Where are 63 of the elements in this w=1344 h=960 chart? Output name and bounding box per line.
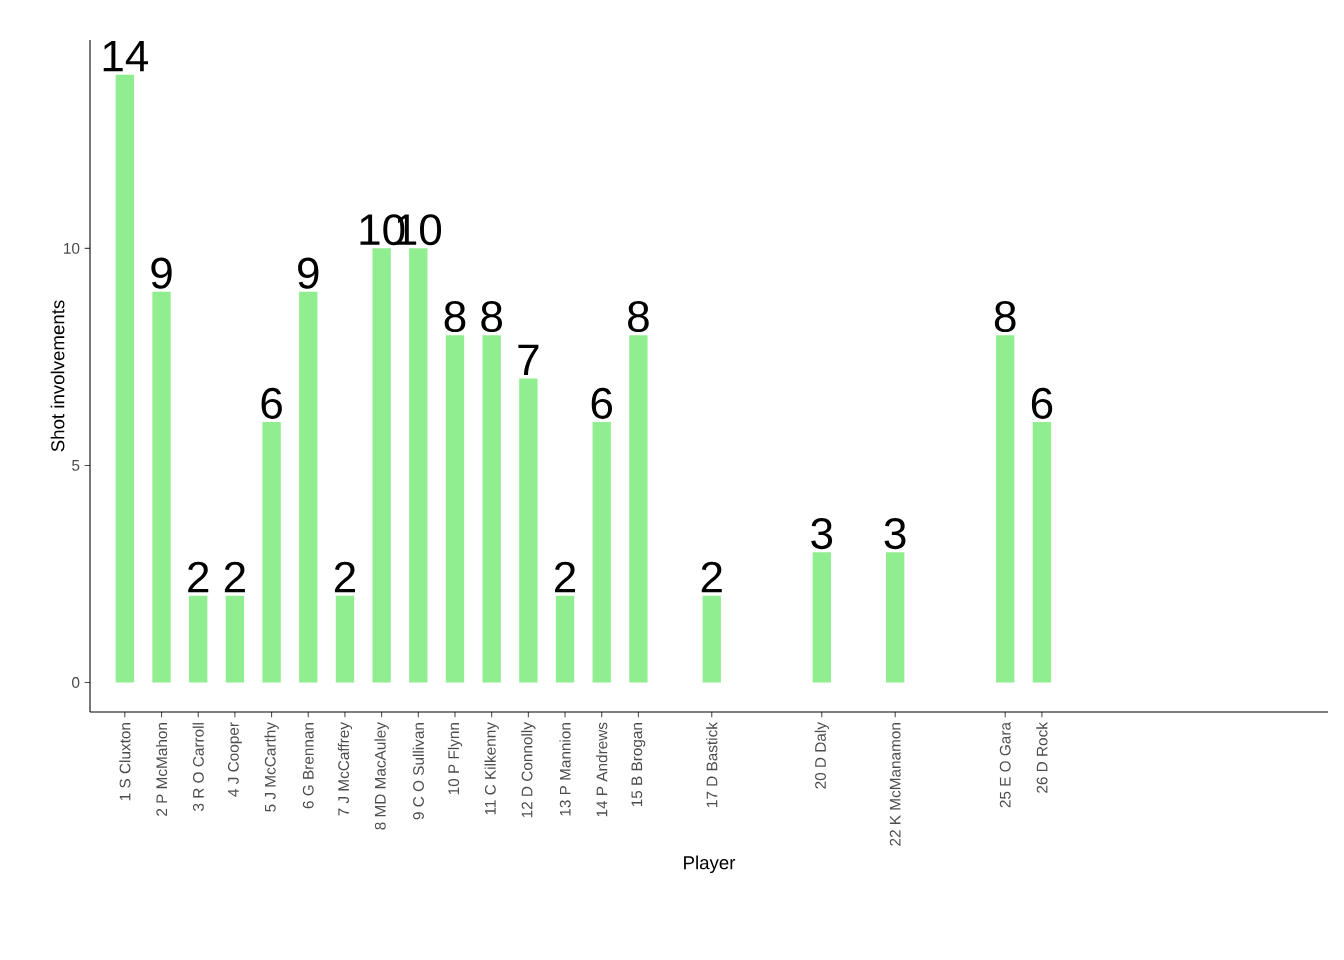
bar (482, 335, 501, 683)
x-tick-label: 25 E O Gara (999, 722, 1011, 808)
data-label: 2 (224, 561, 245, 593)
bar (115, 74, 135, 683)
x-tick-label: 7 J McCaffrey (337, 722, 353, 816)
bar (1032, 422, 1052, 683)
x-tick-label: 5 J McCarthy (264, 722, 279, 812)
x-tick-label: 22 K McManamon (889, 723, 901, 846)
data-label: 8 (444, 300, 466, 333)
x-tick-label: 9 C O Sullivan (412, 723, 424, 820)
data-label: 9 (298, 257, 319, 289)
data-label: 2 (334, 561, 355, 593)
bar (372, 248, 391, 683)
x-tick-label: 12 D Connolly (521, 722, 536, 818)
data-label: 8 (481, 300, 502, 333)
bar (812, 552, 831, 683)
x-tick-label: 20 D Daly (814, 722, 829, 789)
data-label: 8 (994, 300, 1016, 333)
bar (592, 422, 611, 683)
data-label: 6 (261, 387, 282, 419)
y-tick-label: 5 (72, 460, 80, 471)
x-tick-label: 1 S Cluxton (119, 723, 131, 801)
x-tick-label: 11 C Kilkenny (484, 722, 499, 815)
bar (886, 552, 905, 683)
bar (262, 422, 281, 683)
x-axis-title: Player (684, 855, 736, 874)
bar (225, 595, 245, 683)
bar (299, 291, 318, 683)
bar (335, 595, 355, 683)
data-label: 2 (701, 561, 722, 593)
data-label: 6 (591, 387, 613, 419)
data-label: 2 (188, 561, 209, 593)
x-tick-label: 3 R O Carroll (192, 723, 204, 811)
bar (702, 595, 721, 683)
data-label: 3 (884, 518, 906, 550)
data-label: 2 (555, 561, 576, 593)
data-label: 7 (518, 344, 539, 376)
y-tick-label: 10 (64, 242, 80, 254)
bar (409, 248, 428, 683)
x-tick-label: 14 P Andrews (596, 722, 608, 817)
x-tick-label: 26 D Rock (1036, 722, 1048, 793)
data-label: 9 (151, 257, 172, 289)
bar (555, 595, 575, 683)
data-label: 14 (103, 40, 149, 72)
x-tick-label: 13 P Mannion (559, 723, 571, 816)
x-tick-label: 8 MD MacAuley (374, 722, 389, 830)
x-tick-label: 17 D Bastick (706, 722, 718, 807)
bar (519, 378, 538, 683)
bar (189, 595, 208, 683)
bar (629, 335, 648, 683)
x-tick-label: 6 G Brennan (302, 723, 314, 809)
x-tick-label: 10 P Flynn (447, 723, 463, 795)
bar (152, 291, 171, 683)
bar (996, 335, 1015, 683)
data-label: 3 (811, 518, 833, 550)
bar (445, 335, 465, 683)
x-tick-label: 4 J Cooper (227, 722, 242, 797)
data-label: 8 (628, 300, 649, 333)
x-tick-label: 2 P McMahon (155, 723, 168, 816)
x-tick-label: 15 B Brogan (631, 723, 646, 807)
y-tick-label: 0 (72, 677, 80, 688)
y-axis-title: Shot involvements (50, 300, 65, 452)
data-label: 6 (1031, 387, 1053, 419)
